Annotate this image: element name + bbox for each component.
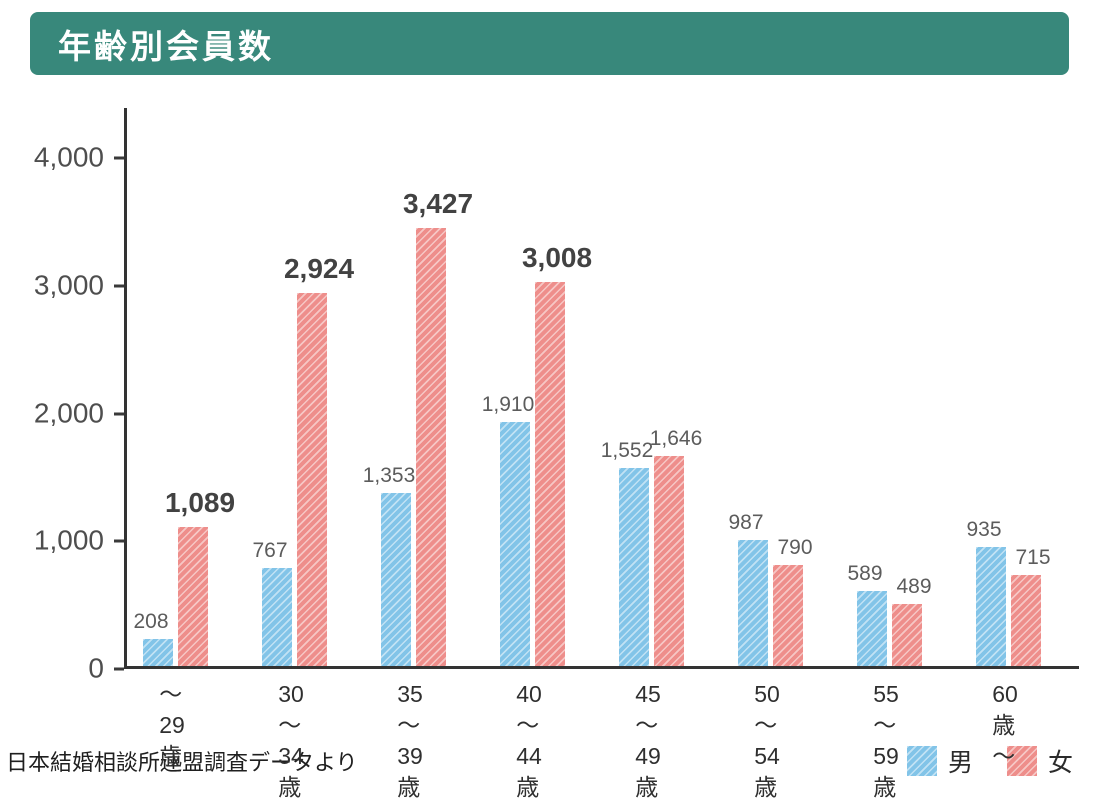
bar-男-4 <box>619 467 649 666</box>
bar-女-2 <box>416 228 446 666</box>
value-label: 3,008 <box>521 241 593 273</box>
y-tick-label: 4,000 <box>33 141 104 173</box>
bar-女-1 <box>297 292 327 666</box>
chart: 4,000 3,000 2,000 1,000 0 208 1,089 ～29歳 767 2,9… <box>0 108 1099 801</box>
bar-column: 208 <box>133 108 173 666</box>
x-tick-label: 60歳～ <box>992 681 1018 770</box>
bar-column: 1,089 <box>165 108 235 666</box>
bar-女-7 <box>1011 574 1041 666</box>
value-label: 1,552 <box>600 438 654 462</box>
bar-column: 3,427 <box>403 108 473 666</box>
bar-column: 1,646 <box>650 108 702 666</box>
page-title: 年齢別会員数 <box>58 27 274 65</box>
legend-label: 女 <box>1047 749 1073 777</box>
y-axis: 4,000 3,000 2,000 1,000 0 <box>0 108 124 683</box>
title-bar: 年齢別会員数 <box>30 12 1069 75</box>
bar-女-4 <box>654 455 684 666</box>
y-axis-tick <box>114 284 124 288</box>
bar-groups: 208 1,089 ～29歳 767 2,924 30 ～34歳 1,353 3,427 35 … <box>127 108 1079 801</box>
bar-group: 987 790 50 ～54歳 <box>728 108 813 800</box>
bar-group: 767 2,924 30 ～34歳 <box>252 108 354 801</box>
value-label: 987 <box>728 510 764 534</box>
legend-swatch <box>906 746 937 776</box>
y-axis-tick <box>114 156 124 160</box>
bar-男-6 <box>857 590 887 666</box>
legend-item-男: 男 <box>906 743 973 779</box>
bar-column: 790 <box>773 108 813 666</box>
value-label: 489 <box>896 574 932 598</box>
bar-group: 1,353 3,427 35 ～39歳 <box>363 108 473 800</box>
source-note: 日本結婚相談所連盟調査データより <box>6 750 358 775</box>
value-label: 935 <box>966 517 1002 541</box>
legend-item-女: 女 <box>1006 743 1073 779</box>
y-tick-label: 2,000 <box>33 396 104 428</box>
y-axis-tick <box>114 412 124 415</box>
y-tick-label: 0 <box>88 652 104 684</box>
bar-group: 1,552 1,646 45 ～49歳 <box>601 108 703 800</box>
bar-男-2 <box>381 493 411 666</box>
bar-column: 589 <box>847 108 887 666</box>
bar-group: 935 715 60歳～ <box>966 108 1051 769</box>
x-tick-label: 55 ～59歳 <box>873 681 899 801</box>
bar-column: 1,353 <box>363 108 415 666</box>
bar-column: 2,924 <box>284 108 354 666</box>
bar-group: 1,910 3,008 40 ～44歳 <box>482 108 592 800</box>
value-label: 1,910 <box>481 393 535 416</box>
bar-女-5 <box>773 565 803 666</box>
bar-column: 715 <box>1011 108 1051 666</box>
value-label: 790 <box>777 536 813 560</box>
value-label: 2,924 <box>283 252 355 284</box>
bar-女-3 <box>535 281 565 666</box>
bar-column: 1,552 <box>601 108 653 666</box>
bar-女-6 <box>892 603 922 666</box>
x-tick-label: 50 ～54歳 <box>754 681 780 801</box>
x-tick-label: 40 ～44歳 <box>516 681 542 801</box>
bar-group: 589 489 55 ～59歳 <box>847 108 932 800</box>
bar-column: 935 <box>966 108 1006 666</box>
legend-label: 男 <box>947 749 973 777</box>
plot-area: 208 1,089 ～29歳 767 2,924 30 ～34歳 1,353 3,427 35 … <box>124 108 1079 801</box>
y-axis-tick <box>114 667 124 671</box>
bar-男-0 <box>143 639 173 666</box>
y-axis-tick <box>114 539 124 543</box>
bar-column: 987 <box>728 108 768 666</box>
y-tick-label: 1,000 <box>33 524 104 556</box>
y-tick-label: 3,000 <box>33 269 104 301</box>
bar-column: 489 <box>892 108 932 666</box>
value-label: 1,089 <box>164 486 236 518</box>
bar-column: 767 <box>252 108 292 666</box>
legend-swatch <box>1006 746 1037 776</box>
x-tick-label: 30 ～34歳 <box>278 681 304 801</box>
bar-女-0 <box>178 526 208 666</box>
bar-男-7 <box>976 546 1006 666</box>
footer: 日本結婚相談所連盟調査データより 男女 <box>0 743 1099 779</box>
x-tick-label: 35 ～39歳 <box>397 681 423 801</box>
x-tick-label: ～29歳 <box>159 681 185 770</box>
value-label: 1,646 <box>649 426 703 450</box>
bar-group: 208 1,089 ～29歳 <box>133 108 235 769</box>
bar-男-3 <box>500 422 530 666</box>
value-label: 589 <box>847 561 883 585</box>
x-tick-label: 45 ～49歳 <box>635 681 661 801</box>
value-label: 767 <box>252 539 288 562</box>
value-label: 715 <box>1015 545 1051 569</box>
value-label: 3,427 <box>402 188 474 220</box>
page: 年齢別会員数 4,000 3,000 2,000 1,000 0 208 1,089 ～29… <box>0 12 1099 800</box>
bar-男-1 <box>262 568 292 666</box>
value-label: 208 <box>133 610 169 634</box>
legend: 男女 <box>906 743 1073 779</box>
bar-男-5 <box>738 539 768 666</box>
bar-column: 1,910 <box>482 108 534 666</box>
bar-column: 3,008 <box>522 108 592 666</box>
value-label: 1,353 <box>362 464 416 488</box>
